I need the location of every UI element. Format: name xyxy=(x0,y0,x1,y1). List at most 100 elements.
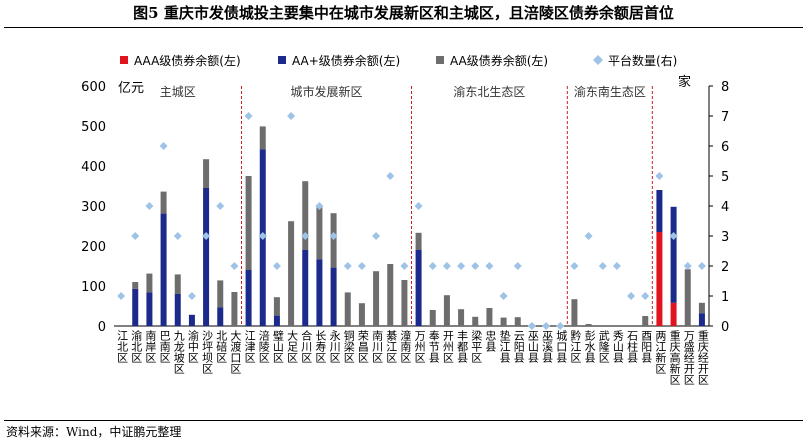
y-right-tick-2: 2 xyxy=(721,260,729,275)
point-40 xyxy=(683,262,692,270)
point-4 xyxy=(173,232,182,240)
bar-s2-25 xyxy=(472,316,479,326)
bar-s2-2 xyxy=(146,273,153,293)
y-right-tick-1: 1 xyxy=(721,290,729,305)
stacked-bar-chart: AAA级债券余额(左) AA+级债券余额(左) AA级债券余额(左) 平台数量(右) 亿… xyxy=(81,53,729,385)
bar-s2-14 xyxy=(316,207,323,260)
bar-s1-21 xyxy=(415,250,422,326)
x-tick-33: 彭水县 xyxy=(583,329,596,364)
y-right-tick-5: 5 xyxy=(721,170,729,185)
chart-title: 图5 重庆市发债城投主要集中在城市发展新区和主城区，且涪陵区债券余额居首位 xyxy=(133,4,674,22)
point-9 xyxy=(244,112,253,120)
x-tick-2: 南岸区 xyxy=(144,330,157,363)
point-37 xyxy=(641,292,650,300)
bar-s0-39 xyxy=(670,302,677,326)
x-tick-6: 沙坪坝区 xyxy=(201,330,214,374)
y-right-tick-4: 4 xyxy=(721,200,729,215)
point-24 xyxy=(457,262,466,270)
y-left-tick-3: 300 xyxy=(81,200,106,215)
x-tick-27: 垫江县 xyxy=(498,329,511,364)
bar-s2-21 xyxy=(415,232,422,250)
y-right-tick-7: 7 xyxy=(721,110,729,125)
bar-s2-8 xyxy=(231,292,238,326)
bar-s2-11 xyxy=(273,297,280,316)
point-5 xyxy=(187,292,196,300)
bar-s1-41 xyxy=(698,313,705,326)
point-21 xyxy=(414,202,423,210)
bar-s1-15 xyxy=(330,267,337,326)
point-41 xyxy=(697,262,706,270)
y-left-unit: 亿元 xyxy=(118,81,144,96)
bar-s2-32 xyxy=(571,299,578,326)
x-tick-34: 武隆区 xyxy=(597,330,610,363)
bar-s1-1 xyxy=(132,288,139,326)
point-39 xyxy=(669,232,678,240)
point-29 xyxy=(527,322,536,330)
y-right-tick-3: 3 xyxy=(721,230,729,245)
point-12 xyxy=(287,112,296,120)
bar-s2-9 xyxy=(245,176,252,270)
x-tick-39: 重庆高新区 xyxy=(668,329,681,385)
bar-s2-3 xyxy=(160,191,167,214)
point-26 xyxy=(485,262,494,270)
x-tick-29: 巫山县 xyxy=(526,330,539,364)
region-label-0: 主城区 xyxy=(160,85,196,99)
bar-s1-6 xyxy=(203,188,210,326)
x-tick-38: 两江新区 xyxy=(654,330,667,374)
bar-s2-7 xyxy=(217,280,224,308)
legend-label-0: AAA级债券余额(左) xyxy=(134,53,241,68)
point-1 xyxy=(131,232,140,240)
y-left-tick-4: 400 xyxy=(81,160,106,175)
point-36 xyxy=(627,292,636,300)
bar-s1-5 xyxy=(188,314,195,326)
bar-s1-14 xyxy=(316,259,323,326)
y-right-tick-0: 0 xyxy=(721,320,729,335)
point-16 xyxy=(343,262,352,270)
x-tick-14: 长寿区 xyxy=(314,330,327,363)
y-left-tick-1: 100 xyxy=(81,280,106,295)
x-tick-24: 丰都县 xyxy=(456,330,469,364)
region-label-3: 渝东南生态区 xyxy=(574,84,646,99)
bar-s2-12 xyxy=(288,221,295,326)
bar-s1-13 xyxy=(302,250,309,326)
x-tick-7: 北碚区 xyxy=(215,330,228,363)
x-tick-4: 九龙坡区 xyxy=(172,330,185,374)
bar-s2-27 xyxy=(500,317,507,326)
bar-s1-9 xyxy=(245,270,252,326)
x-tick-15: 永川区 xyxy=(328,329,341,363)
bar-s1-4 xyxy=(174,294,181,326)
bar-s2-13 xyxy=(302,181,309,250)
point-20 xyxy=(400,262,409,270)
x-tick-0: 江北区 xyxy=(116,330,129,363)
x-tick-16: 铜梁区 xyxy=(342,329,355,363)
bar-s2-22 xyxy=(429,310,436,326)
bar-s2-18 xyxy=(373,271,380,326)
bar-s2-4 xyxy=(174,274,181,294)
source-note: 资料来源：Wind，中证鹏元整理 xyxy=(6,425,182,439)
legend-label-3: 平台数量(右) xyxy=(608,53,677,68)
point-15 xyxy=(329,232,338,240)
x-tick-5: 渝中区 xyxy=(186,329,199,363)
y-left-tick-2: 200 xyxy=(81,240,106,255)
point-30 xyxy=(542,322,551,330)
bar-s2-15 xyxy=(330,213,337,268)
x-tick-30: 巫溪县 xyxy=(541,330,554,364)
x-tick-37: 酉阳县 xyxy=(640,330,653,364)
bar-s2-17 xyxy=(358,303,365,326)
legend-marker-1 xyxy=(278,56,286,64)
region-label-2: 渝东北生态区 xyxy=(453,84,525,99)
point-7 xyxy=(216,202,225,210)
region-label-1: 城市发展新区 xyxy=(290,84,362,99)
x-tick-23: 开州区 xyxy=(441,330,454,363)
bar-s1-11 xyxy=(273,315,280,326)
bar-s2-20 xyxy=(401,280,408,326)
legend-label-1: AA+级债券余额(左) xyxy=(292,53,400,68)
x-tick-10: 涪陵区 xyxy=(257,329,270,363)
x-tick-3: 巴南区 xyxy=(158,330,171,363)
bar-s2-19 xyxy=(387,264,394,326)
x-tick-35: 秀山县 xyxy=(611,330,624,364)
y-right-tick-8: 8 xyxy=(721,80,729,95)
x-tick-11: 璧山区 xyxy=(271,329,284,363)
point-34 xyxy=(598,262,607,270)
x-tick-32: 黔江区 xyxy=(569,329,582,363)
